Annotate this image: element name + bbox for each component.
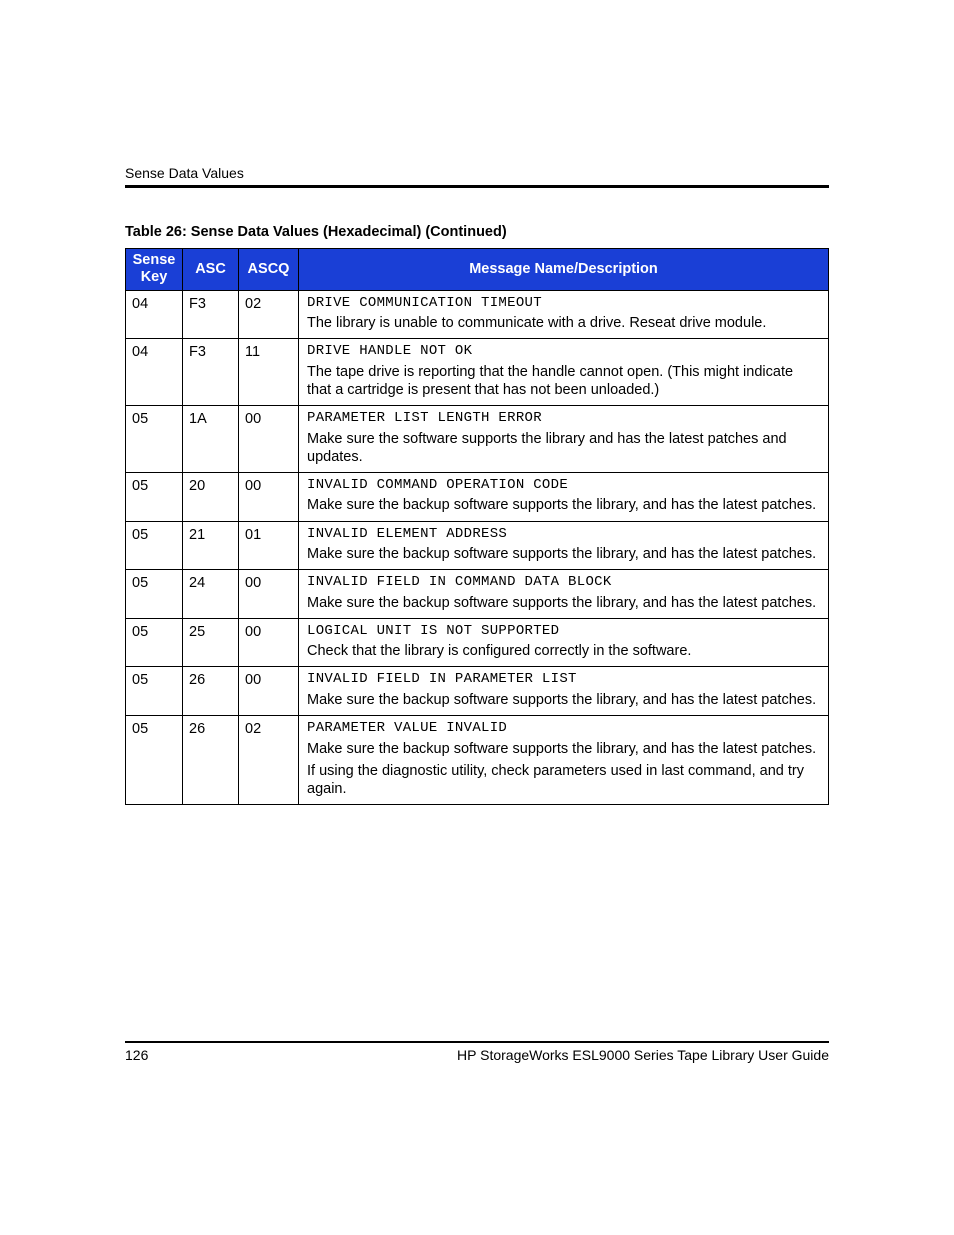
cell-ascq: 00: [239, 472, 299, 521]
message-desc: Make sure the backup software supports t…: [307, 496, 820, 514]
cell-sense-key: 04: [126, 290, 183, 339]
message-desc: Make sure the backup software supports t…: [307, 691, 820, 709]
message-title: PARAMETER VALUE INVALID: [307, 720, 820, 738]
cell-sense-key: 05: [126, 667, 183, 716]
table-row: 052000INVALID COMMAND OPERATION CODEMake…: [126, 472, 829, 521]
page-footer: 126 HP StorageWorks ESL9000 Series Tape …: [125, 1041, 829, 1063]
header-rule: [125, 185, 829, 188]
cell-sense-key: 05: [126, 472, 183, 521]
message-desc: Make sure the backup software supports t…: [307, 740, 820, 758]
cell-asc: 1A: [183, 406, 239, 473]
cell-ascq: 02: [239, 290, 299, 339]
col-sense-key: Sense Key: [126, 249, 183, 291]
footer-rule: [125, 1041, 829, 1043]
table-row: 052600 INVALID FIELD IN PARAMETER LIST Mak…: [126, 667, 829, 716]
message-title: LOGICAL UNIT IS NOT SUPPORTED: [307, 623, 820, 641]
message-title: DRIVE COMMUNICATION TIMEOUT: [307, 295, 820, 313]
page-number: 126: [125, 1047, 148, 1063]
sense-data-table: Sense Key ASC ASCQ Message Name/Descript…: [125, 248, 829, 805]
message-desc: Make sure the backup software supports t…: [307, 545, 820, 563]
cell-asc: 20: [183, 472, 239, 521]
message-desc: Check that the library is configured cor…: [307, 642, 820, 660]
message-desc: The tape drive is reporting that the han…: [307, 363, 820, 399]
cell-asc: 26: [183, 716, 239, 805]
table-row: 04F302DRIVE COMMUNICATION TIMEOUTThe lib…: [126, 290, 829, 339]
message-title: PARAMETER LIST LENGTH ERROR: [307, 410, 820, 428]
cell-ascq: 00: [239, 570, 299, 619]
cell-message: DRIVE HANDLE NOT OK The tape drive is rep…: [299, 339, 829, 406]
cell-sense-key: 05: [126, 618, 183, 667]
col-ascq: ASCQ: [239, 249, 299, 291]
table-row: 052500LOGICAL UNIT IS NOT SUPPORTEDCheck…: [126, 618, 829, 667]
message-title: INVALID FIELD IN COMMAND DATA BLOCK: [307, 574, 820, 592]
col-sense-key-l1: Sense: [133, 252, 176, 268]
col-sense-key-l2: Key: [141, 269, 168, 285]
cell-sense-key: 05: [126, 570, 183, 619]
cell-message: PARAMETER LIST LENGTH ERROR Make sure the…: [299, 406, 829, 473]
cell-message: PARAMETER VALUE INVALID Make sure the bac…: [299, 716, 829, 805]
table-row: 052400INVALID FIELD IN COMMAND DATA BLOC…: [126, 570, 829, 619]
table-header-row: Sense Key ASC ASCQ Message Name/Descript…: [126, 249, 829, 291]
cell-sense-key: 05: [126, 716, 183, 805]
table-row: 04F311 DRIVE HANDLE NOT OK The tape drive …: [126, 339, 829, 406]
section-label: Sense Data Values: [125, 165, 829, 185]
cell-message: DRIVE COMMUNICATION TIMEOUTThe library i…: [299, 290, 829, 339]
table-caption: Table 26: Sense Data Values (Hexadecimal…: [125, 224, 829, 240]
cell-ascq: 02: [239, 716, 299, 805]
cell-ascq: 11: [239, 339, 299, 406]
table-row: 052101INVALID ELEMENT ADDRESSMake sure t…: [126, 521, 829, 570]
cell-message: LOGICAL UNIT IS NOT SUPPORTEDCheck that …: [299, 618, 829, 667]
cell-asc: 26: [183, 667, 239, 716]
cell-sense-key: 05: [126, 406, 183, 473]
cell-asc: F3: [183, 339, 239, 406]
table-body: 04F302DRIVE COMMUNICATION TIMEOUTThe lib…: [126, 290, 829, 804]
cell-ascq: 00: [239, 406, 299, 473]
col-msg: Message Name/Description: [299, 249, 829, 291]
cell-ascq: 00: [239, 618, 299, 667]
message-title: INVALID FIELD IN PARAMETER LIST: [307, 671, 820, 689]
cell-message: INVALID ELEMENT ADDRESSMake sure the bac…: [299, 521, 829, 570]
cell-asc: 21: [183, 521, 239, 570]
cell-message: INVALID FIELD IN COMMAND DATA BLOCK Make …: [299, 570, 829, 619]
cell-asc: 25: [183, 618, 239, 667]
cell-sense-key: 04: [126, 339, 183, 406]
message-desc: If using the diagnostic utility, check p…: [307, 762, 820, 798]
message-title: INVALID COMMAND OPERATION CODE: [307, 477, 820, 495]
table-row: 051A00 PARAMETER LIST LENGTH ERROR Make su…: [126, 406, 829, 473]
message-desc: Make sure the backup software supports t…: [307, 594, 820, 612]
cell-sense-key: 05: [126, 521, 183, 570]
table-row: 052602 PARAMETER VALUE INVALID Make sure t…: [126, 716, 829, 805]
message-title: DRIVE HANDLE NOT OK: [307, 343, 820, 361]
col-asc: ASC: [183, 249, 239, 291]
cell-ascq: 01: [239, 521, 299, 570]
message-desc: The library is unable to communicate wit…: [307, 314, 820, 332]
cell-message: INVALID COMMAND OPERATION CODEMake sure …: [299, 472, 829, 521]
message-title: INVALID ELEMENT ADDRESS: [307, 526, 820, 544]
cell-message: INVALID FIELD IN PARAMETER LIST Make sure…: [299, 667, 829, 716]
message-desc: Make sure the software supports the libr…: [307, 430, 820, 466]
cell-asc: F3: [183, 290, 239, 339]
cell-ascq: 00: [239, 667, 299, 716]
doc-title: HP StorageWorks ESL9000 Series Tape Libr…: [457, 1047, 829, 1063]
cell-asc: 24: [183, 570, 239, 619]
page: Sense Data Values Table 26: Sense Data V…: [0, 0, 954, 1235]
